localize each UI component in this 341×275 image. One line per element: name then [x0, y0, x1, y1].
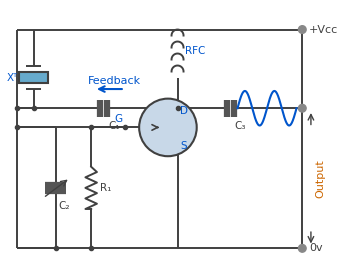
Circle shape — [298, 244, 306, 252]
Text: C₂: C₂ — [59, 201, 70, 211]
Text: D: D — [180, 106, 189, 116]
Circle shape — [139, 99, 197, 156]
Circle shape — [298, 104, 306, 112]
Text: G: G — [115, 114, 123, 123]
Text: C₃: C₃ — [234, 121, 246, 131]
Text: +Vcc: +Vcc — [309, 24, 338, 35]
Text: S: S — [180, 141, 187, 151]
Text: Output: Output — [316, 159, 326, 198]
Text: R₁: R₁ — [100, 183, 111, 193]
Text: Feedback: Feedback — [88, 76, 141, 86]
Text: Xᵀ: Xᵀ — [6, 73, 17, 82]
Circle shape — [298, 26, 306, 33]
Bar — [19, 72, 48, 83]
Text: C₁: C₁ — [108, 121, 120, 131]
Text: 0v: 0v — [309, 243, 323, 253]
Text: RFC: RFC — [185, 46, 206, 56]
